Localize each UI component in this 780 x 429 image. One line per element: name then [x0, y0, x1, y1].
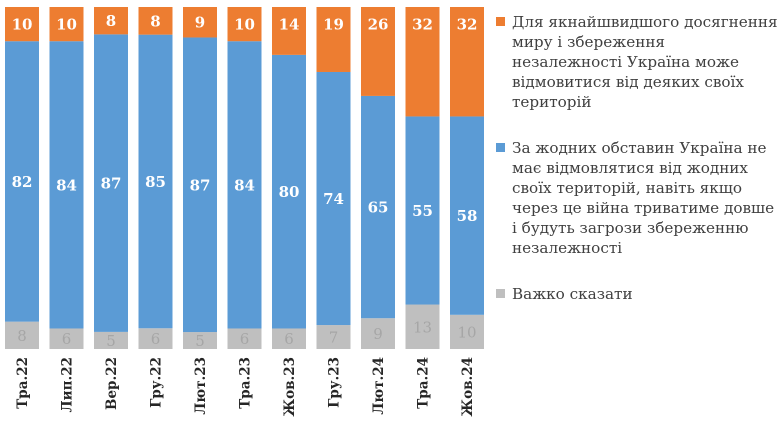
bar-segment-shorter-war	[5, 7, 39, 42]
bar-segment-no-concessions	[272, 54, 306, 329]
bar-segment-shorter-war	[227, 7, 262, 42]
x-tick-label: Лют.24	[371, 357, 387, 415]
legend-item-shorter-war: Для якнайшвидшого досягнення миру і збер…	[496, 12, 778, 112]
data-label: 6	[284, 330, 294, 348]
legend-item-no-concessions: За жодних обставин Україна не має відмов…	[496, 138, 778, 258]
bar-segment-no-concessions	[450, 116, 484, 315]
bar-segment-no-concessions	[5, 41, 39, 322]
data-label: 7	[329, 329, 339, 347]
x-tick-label: Тра.24	[416, 357, 432, 409]
x-tick-label: Лип.22	[60, 357, 76, 412]
data-label: 10	[234, 16, 255, 34]
x-tick-label: Жов.24	[460, 357, 476, 417]
x-tick-label: Жов.23	[282, 357, 298, 417]
data-label: 65	[368, 199, 389, 217]
bar-segment-hard-to-say	[450, 314, 484, 349]
data-label: 6	[240, 330, 250, 348]
data-label: 87	[190, 176, 211, 194]
bar-segment-shorter-war	[49, 7, 84, 42]
bar-segment-no-concessions	[405, 116, 440, 305]
data-label: 8	[106, 12, 116, 30]
data-label: 84	[234, 176, 255, 194]
bar-segment-no-concessions	[49, 41, 84, 329]
bar-segment-shorter-war	[138, 7, 173, 35]
bar-segment-no-concessions	[361, 95, 395, 319]
data-label: 85	[145, 173, 166, 191]
data-label: 6	[151, 330, 161, 348]
legend-label: Важко сказати	[512, 285, 633, 303]
data-label: 80	[279, 183, 300, 201]
bar-segment-shorter-war	[183, 7, 217, 38]
bar-segment-hard-to-say	[272, 328, 306, 349]
legend-label: За жодних обставин Україна не має відмов…	[512, 139, 775, 257]
legend-swatch-gray	[496, 289, 505, 298]
data-label: 6	[62, 330, 72, 348]
bar-segment-shorter-war	[405, 7, 440, 117]
data-label: 55	[412, 202, 433, 220]
data-label: 10	[12, 16, 33, 34]
bar-segment-hard-to-say	[49, 328, 84, 349]
data-label: 74	[323, 190, 344, 208]
bar-segment-shorter-war	[94, 7, 128, 35]
legend-label: Для якнайшвидшого досягнення миру і збер…	[512, 13, 778, 111]
bar-segment-shorter-war	[361, 7, 395, 96]
bar-segment-hard-to-say	[405, 304, 440, 349]
bar-segment-hard-to-say	[5, 321, 39, 349]
x-tick-label: Гру.23	[327, 357, 343, 408]
data-label: 84	[56, 176, 77, 194]
data-label: 5	[106, 332, 116, 350]
data-label: 5	[195, 332, 205, 350]
bar-segment-hard-to-say	[227, 328, 262, 349]
bar-segment-hard-to-say	[316, 325, 351, 349]
data-label: 9	[195, 14, 205, 32]
data-label: 10	[56, 16, 77, 34]
legend: Для якнайшвидшого досягнення миру і збер…	[496, 12, 778, 304]
bar-segment-shorter-war	[450, 7, 484, 117]
bar-segment-shorter-war	[316, 7, 351, 72]
bar-segment-hard-to-say	[361, 318, 395, 349]
bar-segment-no-concessions	[183, 37, 217, 333]
data-label: 58	[457, 207, 478, 225]
legend-swatch-blue	[496, 143, 505, 152]
data-label: 9	[373, 325, 383, 343]
bar-segment-no-concessions	[94, 34, 128, 332]
x-tick-label: Тра.23	[238, 357, 254, 409]
data-label: 8	[150, 12, 160, 30]
bar-segment-hard-to-say	[138, 328, 173, 349]
bar-segment-no-concessions	[316, 71, 351, 326]
legend-item-hard-to-say: Важко сказати	[496, 284, 778, 304]
data-label: 32	[412, 16, 433, 34]
data-label: 26	[368, 16, 389, 34]
bar-segment-hard-to-say	[183, 332, 217, 349]
bar-segment-hard-to-say	[94, 331, 128, 349]
bar-segment-shorter-war	[272, 7, 306, 55]
data-label: 8	[17, 327, 27, 345]
legend-swatch-orange	[496, 17, 505, 26]
data-label: 10	[457, 323, 476, 341]
x-tick-label: Гру.22	[149, 357, 165, 408]
x-tick-label: Вер.22	[104, 357, 120, 410]
x-tick-label: Лют.23	[193, 357, 209, 415]
bar-segment-no-concessions	[138, 34, 173, 329]
data-label: 13	[413, 318, 432, 336]
bar-segment-no-concessions	[227, 41, 262, 329]
x-tick-label: Тра.22	[15, 357, 31, 409]
data-label: 82	[12, 173, 33, 191]
data-label: 32	[457, 16, 478, 34]
data-label: 14	[279, 16, 300, 34]
data-label: 87	[101, 175, 122, 193]
data-label: 19	[323, 16, 344, 34]
